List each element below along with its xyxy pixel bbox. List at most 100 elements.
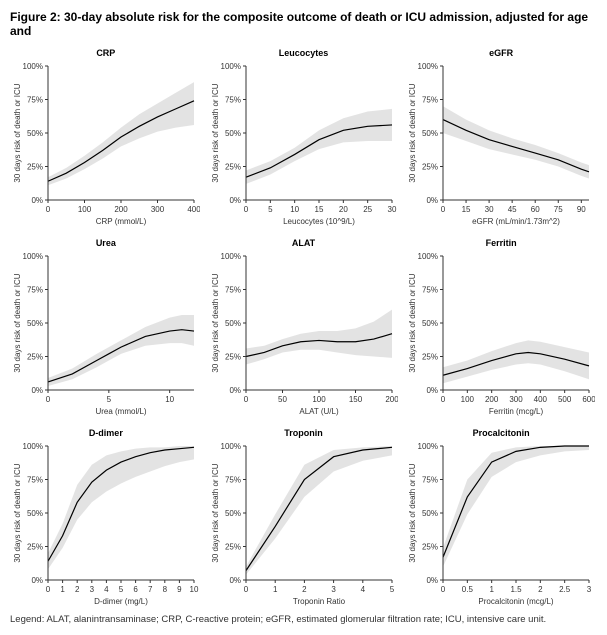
chart: 0%25%50%75%100%0510Urea (mmol/L)30 days … xyxy=(10,250,200,420)
svg-text:1: 1 xyxy=(60,585,65,594)
svg-text:5: 5 xyxy=(389,585,394,594)
svg-text:100%: 100% xyxy=(23,62,43,71)
panel-title: Troponin xyxy=(208,426,400,440)
panel-title: ALAT xyxy=(208,236,400,250)
svg-text:50%: 50% xyxy=(27,509,43,518)
svg-text:0: 0 xyxy=(243,585,248,594)
confidence-ribbon xyxy=(246,446,392,575)
panel-title: Procalcitonin xyxy=(405,426,597,440)
svg-text:100: 100 xyxy=(461,395,475,404)
svg-text:50%: 50% xyxy=(225,319,241,328)
x-axis-label: Troponin Ratio xyxy=(293,597,346,606)
svg-text:0: 0 xyxy=(441,585,446,594)
svg-text:100%: 100% xyxy=(220,62,240,71)
y-axis-label: 30 days risk of death or ICU xyxy=(408,83,417,182)
svg-text:15: 15 xyxy=(462,205,471,214)
confidence-ribbon xyxy=(443,446,589,567)
confidence-ribbon xyxy=(246,310,392,365)
svg-text:100: 100 xyxy=(78,205,92,214)
figure-title: Figure 2: 30-day absolute risk for the c… xyxy=(10,10,597,38)
svg-text:50%: 50% xyxy=(27,129,43,138)
chart: 0%25%50%75%100%00.511.522.53Procalcitoni… xyxy=(405,440,595,610)
svg-text:0%: 0% xyxy=(427,196,439,205)
panel-leucocytes: Leucocytes0%25%50%75%100%051015202530Leu… xyxy=(208,46,400,230)
svg-text:50%: 50% xyxy=(422,129,438,138)
panel-title: Urea xyxy=(10,236,202,250)
svg-text:10: 10 xyxy=(165,395,174,404)
chart: 0%25%50%75%100%012345678910D-dimer (mg/L… xyxy=(10,440,200,610)
svg-text:0%: 0% xyxy=(427,386,439,395)
svg-text:25: 25 xyxy=(363,205,372,214)
svg-text:0: 0 xyxy=(441,205,446,214)
svg-text:25%: 25% xyxy=(422,163,438,172)
svg-text:25%: 25% xyxy=(225,543,241,552)
panel-title: D-dimer xyxy=(10,426,202,440)
svg-text:50%: 50% xyxy=(27,319,43,328)
svg-text:4: 4 xyxy=(360,585,365,594)
svg-text:0%: 0% xyxy=(31,386,43,395)
svg-text:5: 5 xyxy=(119,585,124,594)
y-axis-label: 30 days risk of death or ICU xyxy=(13,463,22,562)
svg-text:0: 0 xyxy=(441,395,446,404)
svg-text:100%: 100% xyxy=(418,252,438,261)
svg-text:0%: 0% xyxy=(427,576,439,585)
svg-text:50%: 50% xyxy=(422,509,438,518)
chart: 0%25%50%75%100%051015202530Leucocytes (1… xyxy=(208,60,398,230)
chart: 0%25%50%75%100%012345Troponin Ratio30 da… xyxy=(208,440,398,610)
svg-text:15: 15 xyxy=(314,205,323,214)
x-axis-label: Urea (mmol/L) xyxy=(95,407,146,416)
y-axis-label: 30 days risk of death or ICU xyxy=(13,273,22,372)
svg-text:45: 45 xyxy=(508,205,517,214)
panel-title: eGFR xyxy=(405,46,597,60)
svg-text:400: 400 xyxy=(534,395,548,404)
svg-text:2: 2 xyxy=(302,585,307,594)
svg-text:0%: 0% xyxy=(229,196,241,205)
svg-text:75%: 75% xyxy=(27,96,43,105)
svg-text:100%: 100% xyxy=(220,442,240,451)
y-axis-label: 30 days risk of death or ICU xyxy=(408,273,417,372)
chart: 0%25%50%75%100%0100200300400500600Ferrit… xyxy=(405,250,595,420)
svg-text:25%: 25% xyxy=(27,163,43,172)
chart: 0%25%50%75%100%050100150200ALAT (U/L)30 … xyxy=(208,250,398,420)
svg-text:0.5: 0.5 xyxy=(462,585,474,594)
svg-text:2: 2 xyxy=(75,585,80,594)
chart: 0%25%50%75%100%0153045607590eGFR (mL/min… xyxy=(405,60,595,230)
svg-text:25%: 25% xyxy=(422,543,438,552)
svg-text:100%: 100% xyxy=(418,62,438,71)
x-axis-label: ALAT (U/L) xyxy=(299,407,339,416)
svg-text:5: 5 xyxy=(107,395,112,404)
legend-text: Legend: ALAT, alanintransaminase; CRP, C… xyxy=(10,614,597,625)
y-axis-label: 30 days risk of death or ICU xyxy=(211,273,220,372)
panel-procalcitonin: Procalcitonin0%25%50%75%100%00.511.522.5… xyxy=(405,426,597,610)
svg-text:75: 75 xyxy=(554,205,563,214)
x-axis-label: eGFR (mL/min/1.73m^2) xyxy=(472,217,560,226)
svg-text:100: 100 xyxy=(312,395,326,404)
svg-text:100%: 100% xyxy=(220,252,240,261)
svg-text:0: 0 xyxy=(243,395,248,404)
svg-text:25%: 25% xyxy=(27,543,43,552)
svg-text:50%: 50% xyxy=(225,509,241,518)
svg-text:100%: 100% xyxy=(418,442,438,451)
svg-text:3: 3 xyxy=(90,585,95,594)
confidence-ribbon xyxy=(48,82,194,185)
svg-text:300: 300 xyxy=(151,205,165,214)
svg-text:2: 2 xyxy=(538,585,543,594)
svg-text:60: 60 xyxy=(531,205,540,214)
svg-text:3: 3 xyxy=(587,585,592,594)
svg-text:600: 600 xyxy=(583,395,596,404)
panel-d-dimer: D-dimer0%25%50%75%100%012345678910D-dime… xyxy=(10,426,202,610)
x-axis-label: Ferritin (mcg/L) xyxy=(489,407,544,416)
svg-text:10: 10 xyxy=(290,205,299,214)
svg-text:75%: 75% xyxy=(422,476,438,485)
svg-text:25%: 25% xyxy=(27,353,43,362)
svg-text:25%: 25% xyxy=(225,353,241,362)
svg-text:400: 400 xyxy=(187,205,200,214)
confidence-ribbon xyxy=(48,446,194,569)
panel-title: CRP xyxy=(10,46,202,60)
confidence-ribbon xyxy=(246,109,392,184)
svg-text:1: 1 xyxy=(273,585,278,594)
svg-text:7: 7 xyxy=(148,585,153,594)
svg-text:2.5: 2.5 xyxy=(559,585,571,594)
chart: 0%25%50%75%100%0100200300400CRP (mmol/L)… xyxy=(10,60,200,230)
y-axis-label: 30 days risk of death or ICU xyxy=(211,83,220,182)
